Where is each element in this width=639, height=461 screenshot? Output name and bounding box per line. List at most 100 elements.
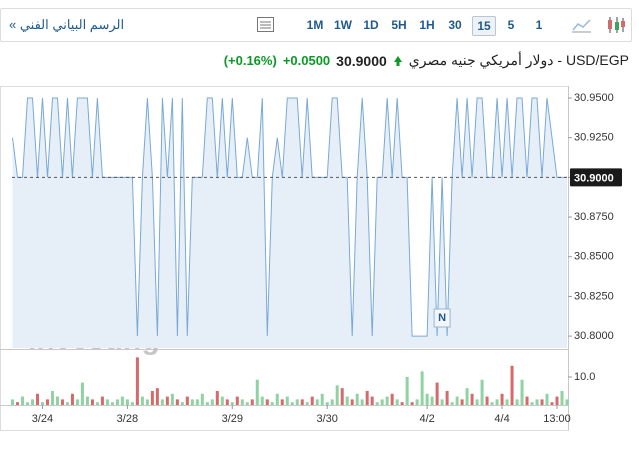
volume-bar [125,399,129,405]
volume-bar [145,399,149,405]
volume-bar [515,399,519,405]
volume-bar [430,396,434,405]
y-tick-label: 30.9500 [574,92,614,104]
volume-bar [210,399,214,405]
interval-button[interactable]: 15 [472,16,496,36]
volume-bar [300,399,304,405]
volume-bar [25,402,29,405]
volume-bar [195,399,199,405]
volume-bar [550,402,554,405]
volume-bar [425,393,429,405]
interval-button[interactable]: 1H [419,18,435,32]
volume-bar [280,399,284,405]
volume-bar [205,402,209,405]
interval-button[interactable]: 5 [507,18,515,32]
y-tick-label: 30.8750 [574,211,614,223]
volume-bar [95,402,99,405]
volume-bar [305,402,309,405]
volume-bar [445,390,449,405]
volume-bar [135,357,139,405]
volume-bar [415,399,419,405]
volume-bar [320,393,324,405]
y-tick-label: 30.9250 [574,132,614,144]
icon[interactable] [605,15,627,35]
news-marker: N [438,312,446,324]
volume-bar [255,379,259,405]
volume-bar [165,396,169,405]
volume-bar [240,399,244,405]
volume-bar [335,385,339,405]
volume-bar [470,393,474,405]
volume-bar [260,396,264,405]
volume-bar [15,402,19,405]
last-price-box [570,168,622,187]
interval-button[interactable]: 1M [306,18,324,32]
volume-bar [545,393,549,405]
volume-bar [75,399,79,405]
percent-change: (+0.16%) [223,53,277,68]
volume-bar [155,388,159,405]
volume-bar [365,390,369,405]
volume-bar [325,402,329,405]
volume-bar [530,402,534,405]
volume-bar [10,399,14,405]
volume-bar [510,365,514,405]
volume-bar [480,379,484,405]
volume-bar [375,402,379,405]
volume-bar [265,399,269,405]
interval-button[interactable]: 30 [448,18,462,32]
volume-bar [225,399,229,405]
icon[interactable] [256,16,276,34]
volume-bar [340,388,344,405]
volume-bar [60,399,64,405]
volume-bar [180,402,184,405]
volume-bar [45,399,49,405]
volume-bar [410,402,414,405]
volume-bar [330,399,334,405]
volume-bar [85,396,89,405]
title: USD/EGP - دولار أمريكي جنيه مصري [408,52,629,68]
volume-bar [170,393,174,405]
volume-bar [40,402,44,405]
header: (+0.16%) +0.0500 30.9000 USD/EGP - دولار… [224,52,629,69]
volume-bar [455,396,459,405]
volume-bar [50,390,54,405]
chart-link[interactable]: الرسم البياني الفني » [9,17,125,32]
volume-bar [485,396,489,405]
volume-bar [355,393,359,405]
interval-button[interactable]: 1W [334,18,352,32]
volume-bar [490,402,494,405]
y-tick-label: 30.8500 [574,251,614,263]
volume-bar [275,393,279,405]
volume-bar [460,399,464,405]
last-price-label: 30.9000 [574,172,614,184]
volume-bar [565,399,569,405]
volume-bar [270,402,274,405]
volume-bar [310,396,314,405]
volume-bar [525,396,529,405]
volume-bar [35,393,39,405]
interval-button[interactable]: 1 [535,18,543,32]
volume-bar [495,399,499,405]
interval-button[interactable]: 5H [391,18,407,32]
volume-bar [235,396,239,405]
volume-bar [215,390,219,405]
volume-bar [80,382,84,405]
x-tick-label: 3/28 [117,413,138,425]
volume-bar [190,399,194,405]
volume-bar [345,396,349,405]
volume-tick-label: 10.0 [574,371,595,383]
volume-bar [450,402,454,405]
interval-button[interactable]: 1D [363,18,379,32]
volume-bar [405,376,409,405]
y-tick-label: 30.8000 [574,330,614,342]
volume-bar [555,396,559,405]
volume-bar [465,388,469,405]
volume-bar [250,399,254,405]
volume-bar [535,399,539,405]
volume-bar [220,396,224,405]
volume-bar [295,399,299,405]
icon[interactable] [571,16,593,34]
